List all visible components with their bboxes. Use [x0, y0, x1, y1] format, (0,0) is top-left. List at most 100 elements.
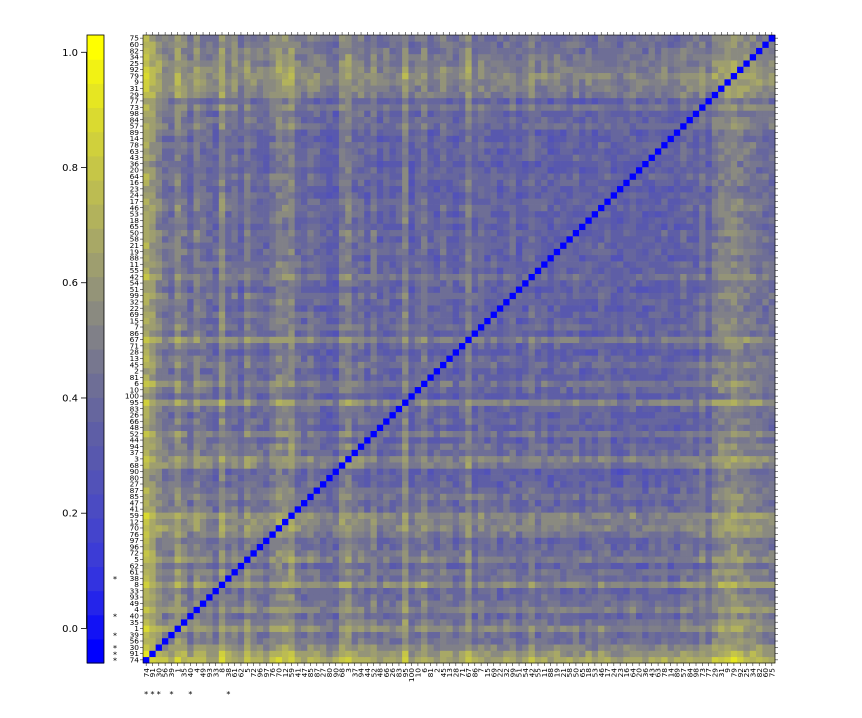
- heatmap-cell: [459, 418, 466, 425]
- heatmap-cell: [180, 449, 188, 457]
- heatmap-cell: [218, 512, 226, 519]
- heatmap-cell: [244, 449, 251, 457]
- heatmap-cell: [560, 367, 567, 375]
- heatmap-cell: [414, 581, 422, 588]
- heatmap-cell: [623, 405, 630, 413]
- heatmap-cell: [617, 405, 624, 413]
- heatmap-cell: [471, 443, 479, 450]
- heatmap-cell: [433, 637, 441, 645]
- heatmap-cell: [572, 587, 580, 595]
- heatmap-cell: [143, 399, 150, 406]
- heatmap-cell: [301, 405, 308, 413]
- heatmap-cell: [357, 418, 365, 425]
- colorbar-segment: [87, 349, 104, 374]
- heatmap-cell: [319, 462, 327, 469]
- heatmap-cell: [591, 506, 599, 513]
- heatmap-cell: [762, 367, 770, 375]
- heatmap-cell: [263, 612, 270, 620]
- heatmap-cell: [724, 499, 732, 507]
- heatmap-cell: [383, 631, 390, 639]
- heatmap-cell: [490, 612, 498, 620]
- heatmap-cell: [509, 549, 517, 557]
- heatmap-cell: [496, 531, 504, 538]
- heatmap-cell: [623, 411, 630, 419]
- heatmap-cell: [294, 581, 302, 588]
- heatmap-cell: [459, 600, 466, 607]
- heatmap-cell: [440, 631, 447, 639]
- heatmap-cell: [528, 411, 536, 419]
- heatmap-cell: [667, 474, 675, 482]
- heatmap-cell: [433, 575, 441, 582]
- heatmap-cell: [642, 449, 649, 457]
- colorbar-segment: [87, 107, 104, 133]
- heatmap-cell: [743, 449, 751, 457]
- heatmap-cell: [718, 462, 725, 469]
- heatmap-cell: [168, 436, 175, 444]
- heatmap-cell: [699, 468, 706, 475]
- heatmap-cell: [604, 506, 612, 513]
- heatmap-cell: [376, 600, 384, 607]
- heatmap-cell: [477, 568, 485, 576]
- heatmap-cell: [566, 405, 574, 413]
- heatmap-cell: [503, 543, 510, 551]
- heatmap-cell: [724, 637, 732, 645]
- heatmap-cell: [212, 549, 220, 557]
- heatmap-cell: [598, 619, 605, 626]
- heatmap-cell: [351, 531, 359, 538]
- heatmap-cell: [395, 593, 403, 601]
- heatmap-cell: [161, 361, 169, 369]
- heatmap-cell: [711, 411, 719, 419]
- heatmap-cell: [509, 543, 517, 551]
- heatmap-cell: [421, 524, 428, 532]
- heatmap-cell: [282, 562, 289, 570]
- heatmap-cell: [667, 449, 675, 457]
- heatmap-cell: [275, 543, 283, 551]
- heatmap-cell: [395, 462, 403, 469]
- heatmap-cell: [661, 562, 668, 570]
- heatmap-cell: [591, 499, 599, 507]
- heatmap-cell: [730, 537, 738, 545]
- heatmap-cell: [648, 361, 656, 369]
- heatmap-cell: [357, 361, 365, 369]
- heatmap-cell: [705, 656, 713, 664]
- heatmap-cell: [730, 405, 738, 413]
- heatmap-cell: [313, 436, 321, 444]
- heatmap-cell: [509, 480, 517, 488]
- heatmap-cell: [383, 443, 390, 450]
- heatmap-cell: [667, 493, 675, 501]
- heatmap-cell: [591, 355, 599, 362]
- heatmap-cell: [180, 480, 188, 488]
- heatmap-cell: [654, 355, 662, 362]
- heatmap-cell: [673, 468, 681, 475]
- heatmap-cell: [579, 386, 586, 394]
- heatmap-cell: [294, 386, 302, 394]
- heatmap-cell: [427, 367, 435, 375]
- heatmap-cell: [724, 424, 732, 431]
- heatmap-cell: [496, 518, 504, 526]
- heatmap-cell: [496, 556, 504, 563]
- heatmap-cell: [585, 367, 593, 375]
- heatmap-cell: [648, 480, 656, 488]
- heatmap-cell: [433, 650, 441, 658]
- heatmap-cell: [187, 424, 194, 431]
- heatmap-cell: [528, 493, 536, 501]
- heatmap-cell: [231, 480, 239, 488]
- heatmap-cell: [598, 418, 605, 425]
- heatmap-cell: [307, 575, 314, 582]
- heatmap-cell: [541, 424, 548, 431]
- heatmap-cell: [414, 612, 422, 620]
- heatmap-cell: [522, 462, 529, 469]
- heatmap-cell: [237, 399, 245, 406]
- heatmap-cell: [218, 462, 226, 469]
- heatmap-cell: [332, 562, 340, 570]
- heatmap-cell: [351, 524, 359, 532]
- heatmap-cell: [250, 493, 258, 501]
- heatmap-cell: [591, 411, 599, 419]
- heatmap-cell: [307, 386, 314, 394]
- heatmap-cell: [250, 367, 258, 375]
- heatmap-cell: [686, 512, 694, 519]
- heatmap-cell: [402, 562, 409, 570]
- heatmap-cell: [484, 392, 491, 400]
- heatmap-cell: [604, 487, 612, 494]
- heatmap-cell: [528, 436, 536, 444]
